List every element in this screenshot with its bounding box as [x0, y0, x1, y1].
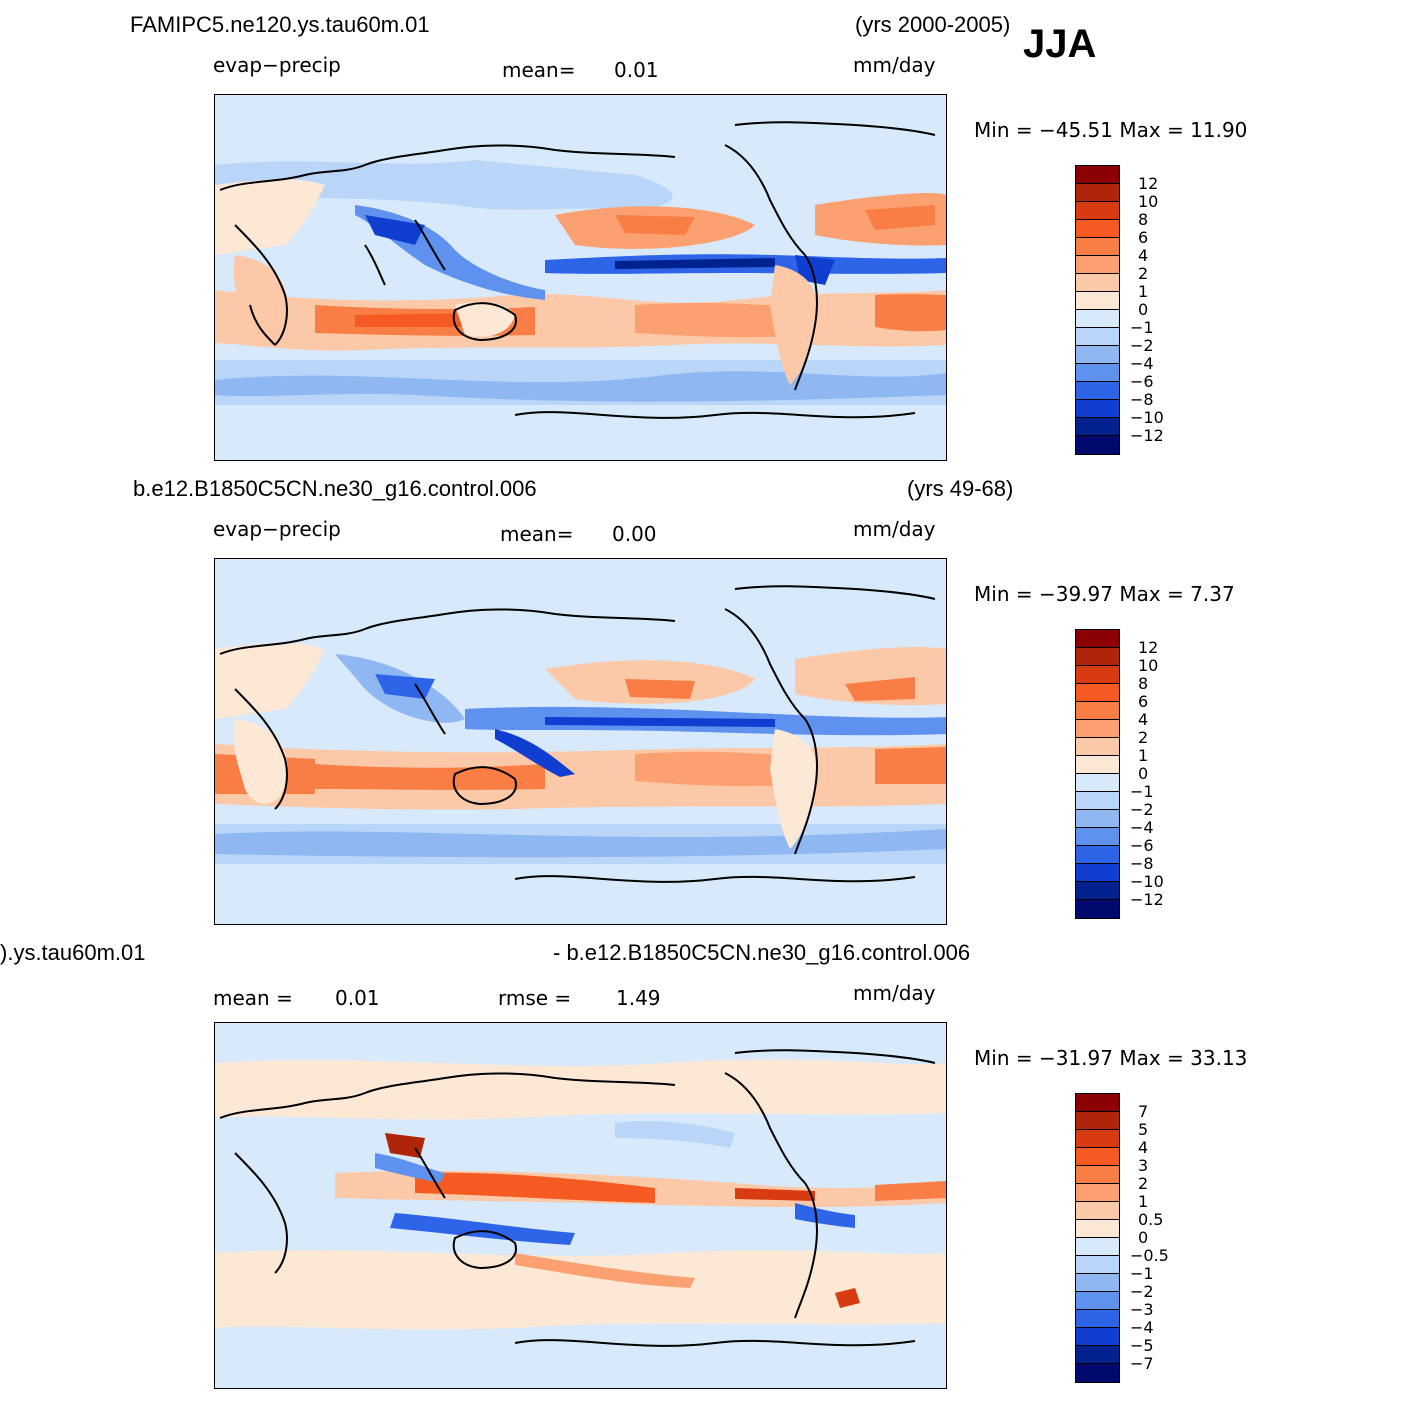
panel3-case-left: ).ys.tau60m.01: [0, 940, 146, 965]
colorbar-tick-label: 4: [1138, 1138, 1149, 1157]
colorbar-tick-label: −0.5: [1130, 1246, 1169, 1265]
colorbar-tick-label: 0: [1138, 1228, 1149, 1247]
panel2-colorbar: [1075, 629, 1120, 919]
panel1-colorbar: [1075, 165, 1120, 455]
panel3-rmse-value: 1.49: [616, 986, 661, 1010]
colorbar-tick-label: −2: [1130, 1282, 1154, 1301]
panel1-variable: evap−precip: [213, 53, 341, 77]
colorbar-tick-label: −6: [1130, 372, 1154, 391]
colorbar-tick-label: −10: [1130, 408, 1164, 427]
colorbar-tick-label: −4: [1130, 354, 1154, 373]
colorbar-tick-label: 8: [1138, 674, 1149, 693]
colorbar-tick-label: 3: [1138, 1156, 1149, 1175]
panel3-mean-label: mean =: [213, 986, 293, 1010]
colorbar-tick-label: −2: [1130, 336, 1154, 355]
colorbar-tick-label: −12: [1130, 426, 1164, 445]
coastlines: [219, 585, 936, 883]
colorbar-tick-label: 4: [1138, 710, 1149, 729]
colorbar-tick-label: −2: [1130, 800, 1154, 819]
colorbar-tick-label: 12: [1138, 638, 1159, 657]
panel1-mean-value: 0.01: [614, 58, 659, 82]
europe-africa-land: [215, 179, 325, 255]
colorbar-tick-label: −1: [1130, 782, 1154, 801]
panel2-units: mm/day: [853, 517, 936, 541]
colorbar-tick-label: −8: [1130, 390, 1154, 409]
panel1-units: mm/day: [853, 53, 936, 77]
colorbar-tick-label: 0: [1138, 300, 1149, 319]
panel2-variable: evap−precip: [213, 517, 341, 541]
colorbar-tick-label: −4: [1130, 818, 1154, 837]
colorbar-tick-label: −1: [1130, 318, 1154, 337]
colorbar-tick-label: 1: [1138, 1192, 1149, 1211]
colorbar-tick-label: 6: [1138, 228, 1149, 247]
colorbar-tick-label: −7: [1130, 1354, 1154, 1373]
colorbar-tick-label: 2: [1138, 1174, 1149, 1193]
colorbar-tick-label: 10: [1138, 192, 1159, 211]
panel3-minmax: Min = −31.97 Max = 33.13: [974, 1046, 1248, 1070]
colorbar-tick-label: 10: [1138, 656, 1159, 675]
colorbar-tick-label: −8: [1130, 854, 1154, 873]
colorbar-tick-label: −3: [1130, 1300, 1154, 1319]
coastlines: [219, 1049, 936, 1347]
panel3-colorbar: [1075, 1093, 1120, 1383]
panel3-mean-value: 0.01: [335, 986, 380, 1010]
colorbar-tick-label: −10: [1130, 872, 1164, 891]
panel3-map: [214, 1022, 947, 1389]
panel2-mean-label: mean=: [500, 522, 574, 546]
colorbar-tick-label: 7: [1138, 1102, 1149, 1121]
colorbar-tick-label: 1: [1138, 746, 1149, 765]
coastlines: [219, 121, 936, 419]
season-label: JJA: [1023, 22, 1097, 66]
panel1-minmax: Min = −45.51 Max = 11.90: [974, 118, 1248, 142]
panel1-mean-label: mean=: [502, 58, 576, 82]
colorbar-tick-label: −12: [1130, 890, 1164, 909]
panel3-rmse-label: rmse =: [498, 986, 572, 1010]
colorbar-tick-label: −4: [1130, 1318, 1154, 1337]
panel2-mean-value: 0.00: [612, 522, 657, 546]
colorbar-tick-label: 4: [1138, 246, 1149, 265]
panel1-years: (yrs 2000-2005): [855, 12, 1011, 37]
panel1-case-title: FAMIPC5.ne120.ys.tau60m.01: [130, 12, 430, 37]
colorbar-tick-label: 0.5: [1138, 1210, 1164, 1229]
panel2-case-title: b.e12.B1850C5CN.ne30_g16.control.006: [133, 476, 537, 501]
colorbar-tick-label: 5: [1138, 1120, 1149, 1139]
colorbar-tick-label: 12: [1138, 174, 1159, 193]
panel2-years: (yrs 49-68): [907, 476, 1014, 501]
colorbar-tick-label: 1: [1138, 282, 1149, 301]
colorbar-tick-label: −6: [1130, 836, 1154, 855]
panel3-case-right: - b.e12.B1850C5CN.ne30_g16.control.006: [553, 940, 971, 965]
panel3-units: mm/day: [853, 981, 936, 1005]
colorbar-tick-label: 0: [1138, 764, 1149, 783]
colorbar-tick-label: 6: [1138, 692, 1149, 711]
panel2-minmax: Min = −39.97 Max = 7.37: [974, 582, 1235, 606]
colorbar-tick-label: −1: [1130, 1264, 1154, 1283]
panel2-map: [214, 558, 947, 925]
colorbar-tick-label: 2: [1138, 728, 1149, 747]
colorbar-tick-label: 2: [1138, 264, 1149, 283]
colorbar-tick-label: 8: [1138, 210, 1149, 229]
panel1-map: [214, 94, 947, 461]
colorbar-tick-label: −5: [1130, 1336, 1154, 1355]
